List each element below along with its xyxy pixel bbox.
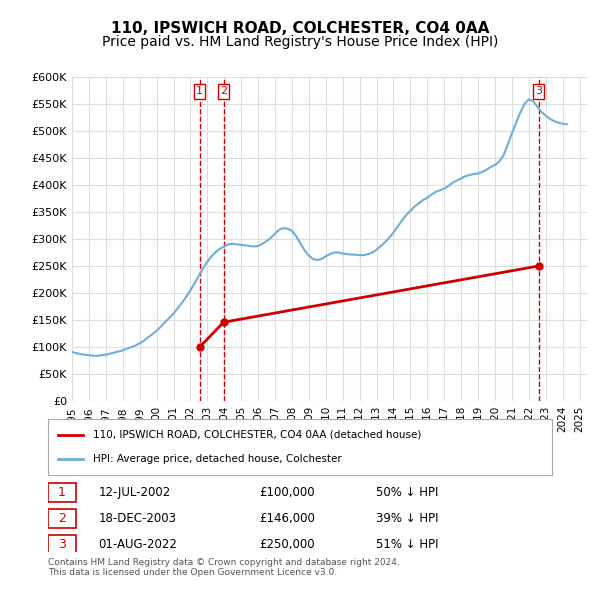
Text: 2: 2	[58, 512, 65, 525]
Text: 12-JUL-2002: 12-JUL-2002	[98, 486, 170, 499]
Text: Contains HM Land Registry data © Crown copyright and database right 2024.
This d: Contains HM Land Registry data © Crown c…	[48, 558, 400, 577]
Text: Price paid vs. HM Land Registry's House Price Index (HPI): Price paid vs. HM Land Registry's House …	[102, 35, 498, 50]
FancyBboxPatch shape	[48, 483, 76, 502]
Text: 50% ↓ HPI: 50% ↓ HPI	[376, 486, 438, 499]
Text: 110, IPSWICH ROAD, COLCHESTER, CO4 0AA: 110, IPSWICH ROAD, COLCHESTER, CO4 0AA	[111, 21, 489, 35]
FancyBboxPatch shape	[48, 509, 76, 528]
Text: 39% ↓ HPI: 39% ↓ HPI	[376, 512, 438, 525]
Text: 18-DEC-2003: 18-DEC-2003	[98, 512, 176, 525]
Text: 01-AUG-2022: 01-AUG-2022	[98, 537, 177, 551]
Text: 51% ↓ HPI: 51% ↓ HPI	[376, 537, 438, 551]
Text: 1: 1	[58, 486, 65, 499]
Text: 3: 3	[58, 537, 65, 551]
Text: £100,000: £100,000	[260, 486, 316, 499]
Text: 2: 2	[220, 86, 227, 96]
Text: HPI: Average price, detached house, Colchester: HPI: Average price, detached house, Colc…	[94, 454, 342, 464]
Text: 110, IPSWICH ROAD, COLCHESTER, CO4 0AA (detached house): 110, IPSWICH ROAD, COLCHESTER, CO4 0AA (…	[94, 430, 422, 440]
Text: £146,000: £146,000	[260, 512, 316, 525]
Text: 1: 1	[196, 86, 203, 96]
Text: £250,000: £250,000	[260, 537, 316, 551]
Text: 3: 3	[535, 86, 542, 96]
FancyBboxPatch shape	[48, 535, 76, 554]
